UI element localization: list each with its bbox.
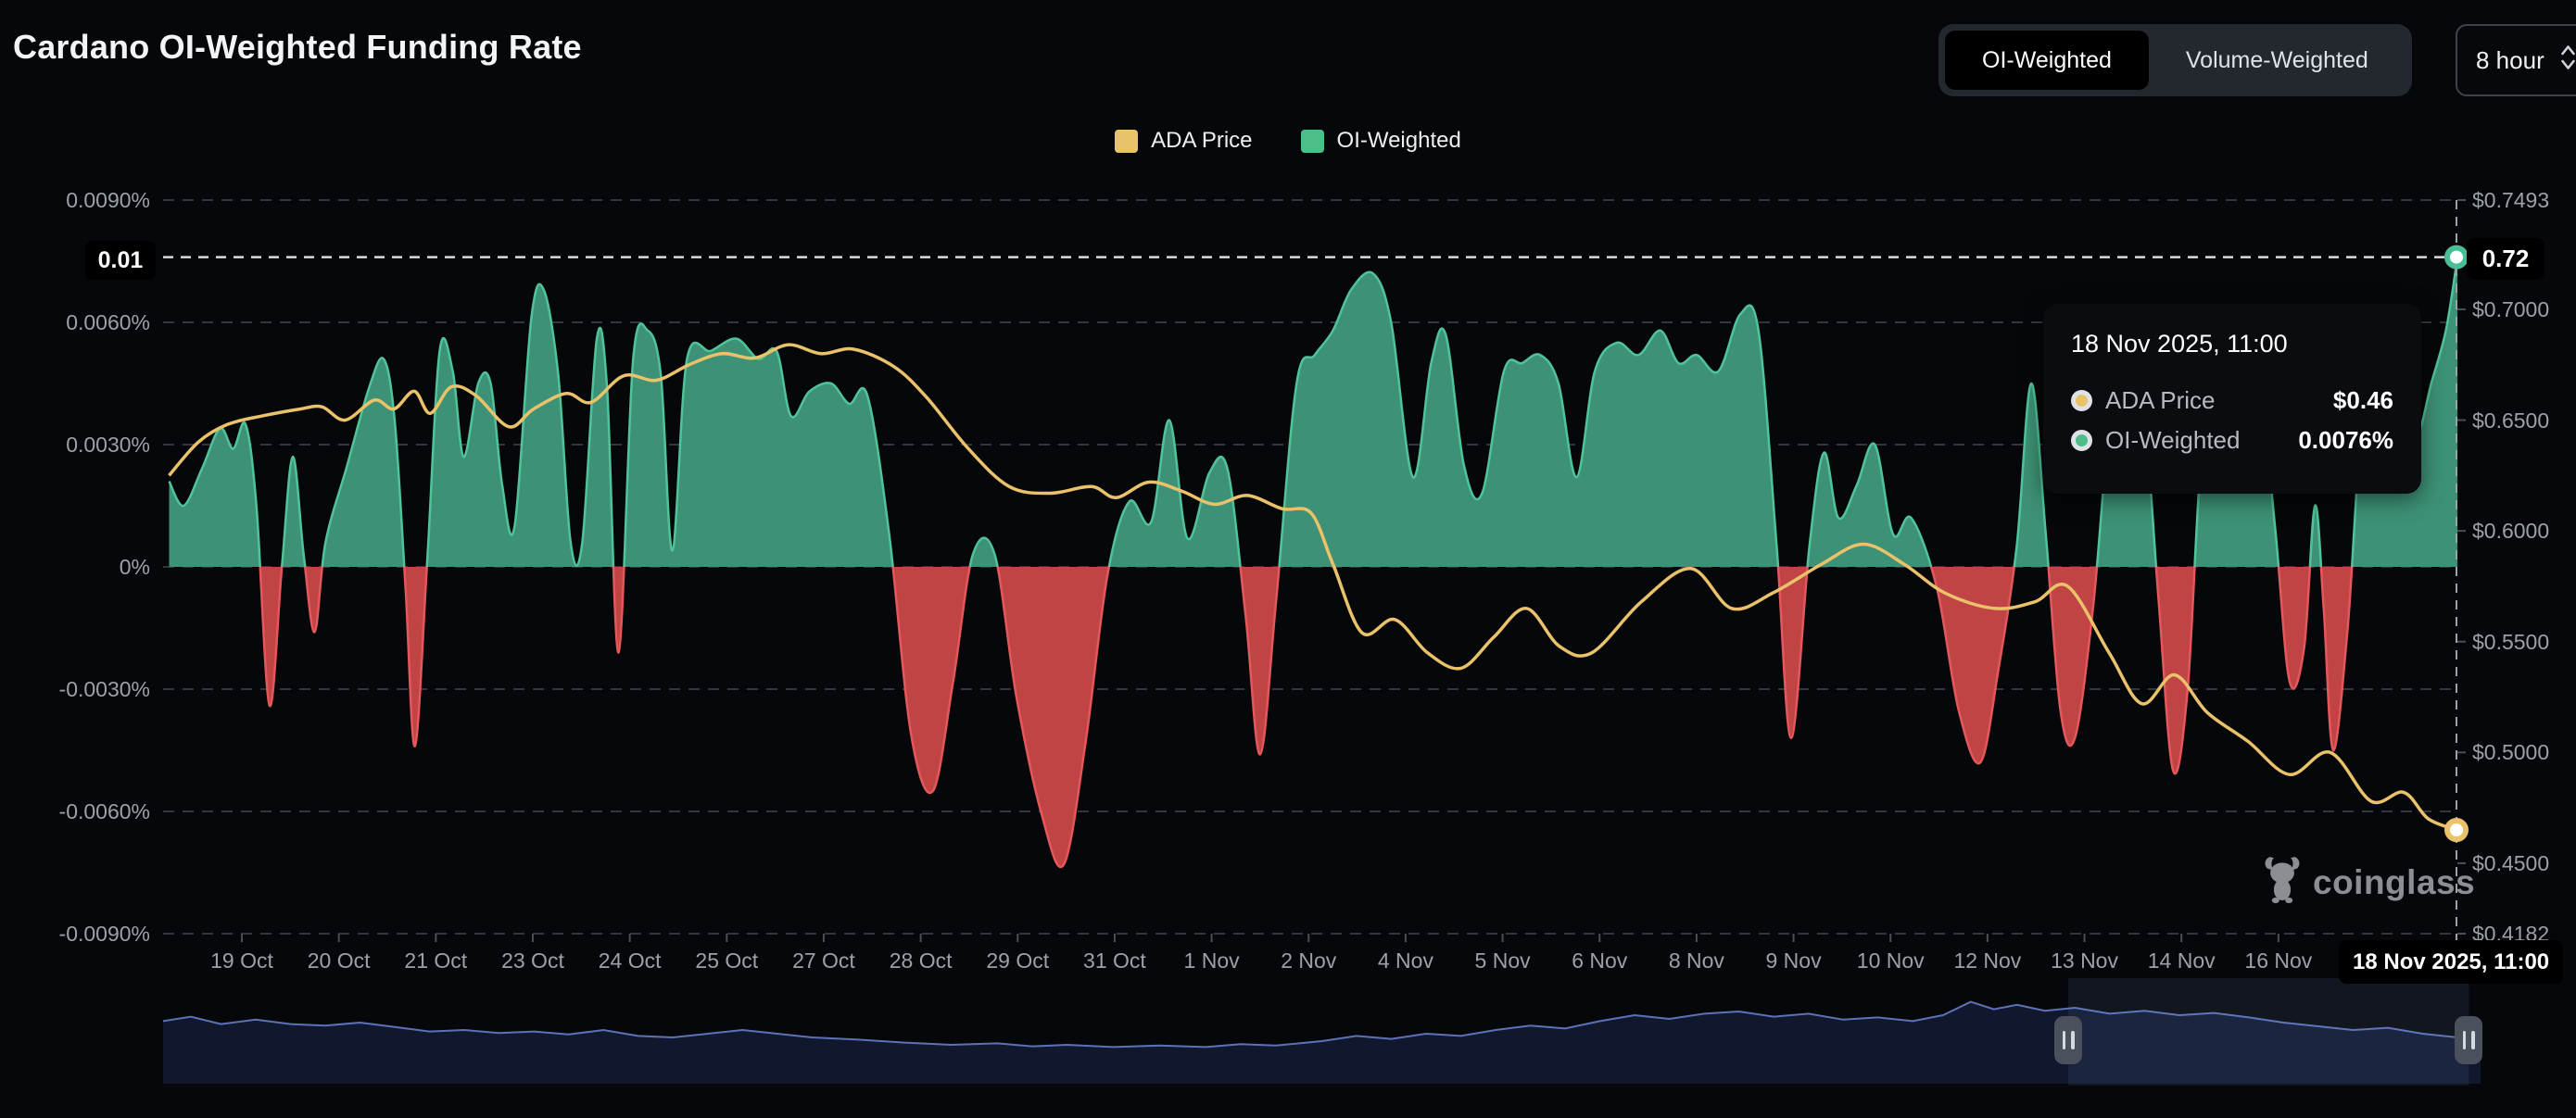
funding-marker-pill: 0.01 <box>85 241 156 280</box>
oi-weighted-swatch <box>1300 129 1324 153</box>
ada-price-dot-icon <box>2071 390 2092 411</box>
x-axis-label: 24 Oct <box>598 948 662 973</box>
ada-price-swatch <box>1115 129 1139 153</box>
y-axis-right-label: $0.7493 <box>2472 188 2550 212</box>
oi-weighted-dot-icon <box>2071 430 2092 451</box>
navigator-handle-left[interactable] <box>2054 1016 2082 1064</box>
updown-chevron-icon <box>2559 43 2576 79</box>
x-axis-label: 9 Nov <box>1765 948 1822 973</box>
tooltip-label: OI-Weighted <box>2105 426 2241 454</box>
tooltip-label: ADA Price <box>2105 386 2216 414</box>
weighting-toggle-group: OI-Weighted Volume-Weighted <box>1938 24 2412 96</box>
y-axis-right-label: $0.7000 <box>2472 296 2550 321</box>
tooltip-row-ada: ADA Price $0.46 <box>2071 386 2393 415</box>
x-axis-label: 27 Oct <box>792 948 855 973</box>
y-axis-right-label: $0.6000 <box>2472 519 2550 544</box>
navigator-handle-right[interactable] <box>2455 1016 2482 1064</box>
x-axis-label: 19 Oct <box>210 948 273 973</box>
tooltip-row-oi: OI-Weighted 0.0076% <box>2071 426 2393 455</box>
x-axis-label: 1 Nov <box>1183 948 1240 973</box>
legend-label: OI-Weighted <box>1336 128 1461 153</box>
x-axis-label: 14 Nov <box>2147 948 2216 973</box>
toggle-oi-weighted[interactable]: OI-Weighted <box>1945 31 2149 90</box>
tooltip-value: $0.46 <box>2332 386 2393 414</box>
y-axis-right-label: $0.5500 <box>2472 629 2550 654</box>
toggle-volume-weighted[interactable]: Volume-Weighted <box>2185 46 2368 73</box>
y-axis-right-label: $0.6500 <box>2472 408 2550 433</box>
x-axis-label: 20 Oct <box>307 948 371 973</box>
x-axis-label: 23 Oct <box>501 948 564 973</box>
tooltip-timestamp: 18 Nov 2025, 11:00 <box>2071 330 2288 358</box>
y-axis-left-label: 0.0090% <box>66 188 150 212</box>
y-axis-left-label: -0.0030% <box>58 677 150 701</box>
x-axis-label: 2 Nov <box>1281 948 1337 973</box>
coinglass-bull-icon <box>2261 856 2304 909</box>
y-axis-left-label: -0.0060% <box>58 799 150 823</box>
interval-select[interactable]: 8 hour <box>2456 24 2576 96</box>
page-title: Cardano OI-Weighted Funding Rate <box>13 28 582 66</box>
legend-label: ADA Price <box>1151 128 1253 153</box>
x-axis-label: 31 Oct <box>1083 948 1146 973</box>
x-axis-label: 5 Nov <box>1474 948 1531 973</box>
y-axis-left-label: 0.0060% <box>66 310 150 334</box>
y-axis-left-label: 0% <box>119 555 150 579</box>
x-axis-label: 8 Nov <box>1668 948 1724 973</box>
legend: ADA Price OI-Weighted <box>0 128 2576 154</box>
x-axis-label: 6 Nov <box>1572 948 1628 973</box>
x-axis-label: 12 Nov <box>1953 948 2022 973</box>
interval-value: 8 hour <box>2476 45 2544 74</box>
tooltip-value: 0.0076% <box>2298 426 2393 454</box>
y-axis-left-label: -0.0090% <box>58 922 150 946</box>
coinglass-watermark: coinglass <box>2261 856 2475 909</box>
legend-item-ada-price[interactable]: ADA Price <box>1115 128 1253 154</box>
price-marker-pill: 0.72 <box>2467 238 2544 280</box>
y-axis-left-label: 0.0030% <box>66 433 150 457</box>
x-axis-label: 28 Oct <box>889 948 953 973</box>
legend-item-oi-weighted[interactable]: OI-Weighted <box>1300 128 1461 154</box>
x-axis-label: 21 Oct <box>404 948 468 973</box>
y-axis-right-label: $0.4500 <box>2472 850 2550 875</box>
x-axis-label: 29 Oct <box>986 948 1050 973</box>
x-axis-label: 25 Oct <box>695 948 759 973</box>
crosshair-date-pill: 18 Nov 2025, 11:00 <box>2339 940 2564 984</box>
chart-tooltip: 18 Nov 2025, 11:00 ADA Price $0.46 OI-We… <box>2043 304 2421 494</box>
x-axis-label: 10 Nov <box>1856 948 1925 973</box>
y-axis-right-label: $0.5000 <box>2472 740 2550 765</box>
watermark-text: coinglass <box>2313 862 2476 901</box>
x-axis-label: 13 Nov <box>2051 948 2118 973</box>
x-axis-label: 4 Nov <box>1377 948 1433 973</box>
x-axis-label: 16 Nov <box>2244 948 2313 973</box>
